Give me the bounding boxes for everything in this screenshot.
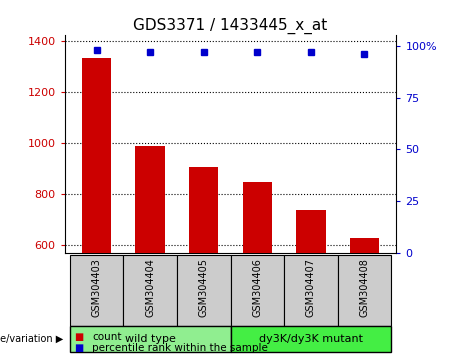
Text: ■: ■ xyxy=(74,343,83,353)
Bar xyxy=(242,182,272,253)
Title: GDS3371 / 1433445_x_at: GDS3371 / 1433445_x_at xyxy=(133,18,328,34)
Text: GSM304406: GSM304406 xyxy=(252,258,262,317)
Bar xyxy=(70,326,230,352)
Bar xyxy=(230,326,391,352)
Bar xyxy=(189,167,219,253)
Text: GSM304404: GSM304404 xyxy=(145,258,155,317)
Text: ■: ■ xyxy=(74,332,83,342)
Text: count: count xyxy=(92,332,122,342)
Text: GSM304408: GSM304408 xyxy=(359,258,369,317)
Text: GSM304405: GSM304405 xyxy=(199,258,209,318)
Text: genotype/variation ▶: genotype/variation ▶ xyxy=(0,334,64,344)
Bar xyxy=(70,255,124,326)
Text: percentile rank within the sample: percentile rank within the sample xyxy=(92,343,268,353)
Bar xyxy=(230,255,284,326)
Bar xyxy=(296,210,325,253)
Bar xyxy=(349,238,379,253)
Text: dy3K/dy3K mutant: dy3K/dy3K mutant xyxy=(259,334,363,344)
Text: GSM304403: GSM304403 xyxy=(92,258,102,317)
Bar xyxy=(284,255,337,326)
Text: GSM304407: GSM304407 xyxy=(306,258,316,318)
Bar xyxy=(124,255,177,326)
Bar xyxy=(177,255,230,326)
Bar xyxy=(136,145,165,253)
Text: wild type: wild type xyxy=(125,334,176,344)
Bar xyxy=(337,255,391,326)
Bar xyxy=(82,58,112,253)
